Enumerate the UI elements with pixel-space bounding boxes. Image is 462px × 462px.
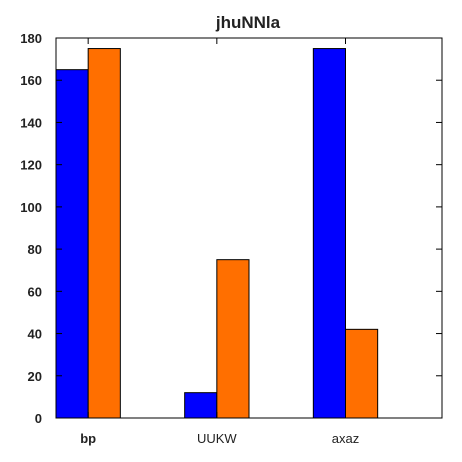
bar-series1-UUKW: [185, 393, 217, 418]
y-tick-label: 180: [20, 31, 42, 46]
y-tick-label: 40: [28, 327, 42, 342]
bar-series2-axaz: [346, 329, 378, 418]
y-tick-label: 20: [28, 369, 42, 384]
bars-group: [56, 49, 378, 418]
bar-series1-bp: [56, 70, 88, 418]
y-tick-label: 0: [35, 411, 42, 426]
x-tick-label: bp: [80, 431, 96, 446]
y-tick-label: 100: [20, 200, 42, 215]
y-tick-label: 120: [20, 158, 42, 173]
y-tick-label: 140: [20, 115, 42, 130]
bar-series1-axaz: [313, 49, 345, 418]
y-tick-label: 160: [20, 73, 42, 88]
x-tick-label: UUKW: [197, 431, 237, 446]
x-tick-label: axaz: [332, 431, 359, 446]
bar-series2-bp: [88, 49, 120, 418]
y-tick-label: 80: [28, 242, 42, 257]
y-tick-label: 60: [28, 284, 42, 299]
bar-series2-UUKW: [217, 260, 249, 418]
chart-title: jhuNNla: [215, 13, 281, 32]
